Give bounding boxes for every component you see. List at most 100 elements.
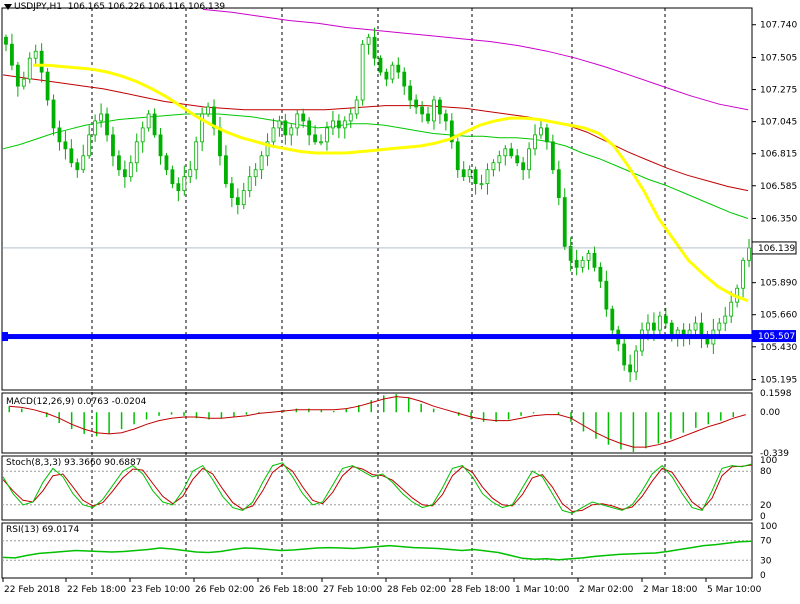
time-tick-label-10: 2 Mar 18:00 <box>643 585 698 595</box>
ma-medium-path <box>2 113 749 219</box>
support-price-label: 105.507 <box>758 332 795 342</box>
candle-body-31 <box>188 169 193 178</box>
stoch-k-line <box>2 462 753 514</box>
price-tick-label-9: 105.430 <box>760 343 797 353</box>
candlesticks <box>4 27 751 382</box>
candle-body-81 <box>485 169 490 185</box>
candle-body-77 <box>461 169 466 178</box>
ma-medium-line <box>2 113 749 219</box>
macd-pane[interactable]: 0.1598 0.00 -0.339 <box>8 389 792 459</box>
candle-body-2 <box>15 64 20 87</box>
candle-body-41 <box>247 176 252 192</box>
candle-body-68 <box>408 85 413 101</box>
candle-body-50 <box>301 113 306 122</box>
candle-body-33 <box>200 113 205 143</box>
candle-body-66 <box>396 64 401 73</box>
candle-body-116 <box>693 322 698 331</box>
symbol-header: USDJPY,H1 <box>14 2 62 12</box>
candle-body-96 <box>574 259 579 268</box>
candle-body-19 <box>117 155 121 171</box>
rsi-tick-2: 30 <box>760 556 772 566</box>
candle-body-25 <box>152 113 157 136</box>
candle-body-104 <box>622 343 627 366</box>
candle-body-102 <box>610 308 615 331</box>
candle-body-59 <box>354 99 359 115</box>
price-tick-label-1: 107.505 <box>760 53 797 63</box>
candle-body-40 <box>241 190 246 205</box>
candle-body-87 <box>521 162 526 171</box>
candle-body-30 <box>182 176 187 192</box>
candle-body-72 <box>432 99 436 122</box>
price-tick-label-4: 106.815 <box>760 150 797 160</box>
ma-slow-red-line <box>2 74 749 192</box>
candle-body-97 <box>580 259 585 268</box>
candle-body-38 <box>229 183 234 199</box>
candle-body-60 <box>360 43 365 101</box>
candle-body-69 <box>414 99 419 108</box>
candle-body-8 <box>51 99 56 129</box>
candle-body-42 <box>253 169 258 178</box>
candle-body-125 <box>747 247 751 261</box>
candle-body-51 <box>307 120 312 136</box>
rsi-tick-1: 70 <box>760 537 772 547</box>
stoch-tick-0: 100 <box>760 456 777 466</box>
pane-frame-1 <box>1 392 753 454</box>
day-separator-lines <box>91 8 666 578</box>
candle-body-27 <box>164 155 169 171</box>
candle-body-85 <box>509 148 514 157</box>
time-tick-label-6: 28 Feb 02:00 <box>387 585 446 595</box>
candle-body-9 <box>57 127 62 143</box>
time-tick-label-5: 27 Feb 10:00 <box>323 585 382 595</box>
price-tick-label-6: 106.350 <box>760 215 797 225</box>
price-tick-label-7: 105.890 <box>760 279 797 289</box>
candle-body-90 <box>539 127 543 136</box>
candle-body-55 <box>331 120 335 129</box>
candle-body-109 <box>652 322 656 331</box>
macd-label: MACD(12,26,9) 0.0763 -0.0204 <box>6 397 147 407</box>
pane-frames <box>1 7 753 579</box>
rsi-pane[interactable]: 100 70 30 0 <box>2 522 777 581</box>
candle-body-3 <box>21 78 26 87</box>
candle-body-52 <box>313 134 317 143</box>
current-price-tag <box>751 241 797 255</box>
rsi-tick-3: 0 <box>760 571 766 581</box>
ma-slowest-path <box>202 8 749 111</box>
candle-body-37 <box>224 155 228 185</box>
stoch-label: Stoch(8,3,3) 93.3660 90.6887 <box>6 458 142 468</box>
candle-body-71 <box>426 113 430 122</box>
candle-body-106 <box>634 350 638 373</box>
stoch-tick-1: 80 <box>760 467 772 477</box>
candle-body-54 <box>325 127 329 143</box>
time-axis: 22 Feb 2018 22 Feb 18:00 23 Feb 10:00 26 Fe… <box>2 578 762 595</box>
candle-body-49 <box>295 113 300 129</box>
candle-body-6 <box>39 50 44 73</box>
candle-body-10 <box>63 141 68 150</box>
candle-body-75 <box>449 120 454 143</box>
candle-body-23 <box>140 127 145 143</box>
candle-body-94 <box>562 197 567 247</box>
candle-body-89 <box>533 134 537 150</box>
candle-body-64 <box>384 71 389 80</box>
price-tick-label-3: 107.045 <box>760 118 797 128</box>
candle-body-120 <box>717 322 722 331</box>
candle-body-80 <box>479 183 484 186</box>
candle-body-46 <box>277 120 282 129</box>
candle-body-7 <box>45 71 50 101</box>
candle-body-122 <box>729 301 734 317</box>
candle-body-18 <box>111 134 115 157</box>
candle-body-82 <box>491 162 496 171</box>
price-pane[interactable]: 105.507 106.139 <box>2 8 797 382</box>
candle-body-48 <box>289 127 294 136</box>
candle-body-101 <box>604 280 609 310</box>
candle-body-65 <box>390 64 395 80</box>
candle-body-36 <box>218 127 222 157</box>
support-line[interactable]: 105.507 <box>2 330 796 343</box>
rsi-tick-0: 100 <box>760 522 777 532</box>
candle-body-24 <box>146 113 151 129</box>
time-tick-label-4: 26 Feb 18:00 <box>259 585 318 595</box>
candle-body-5 <box>33 50 38 59</box>
support-price-tag <box>752 330 796 343</box>
